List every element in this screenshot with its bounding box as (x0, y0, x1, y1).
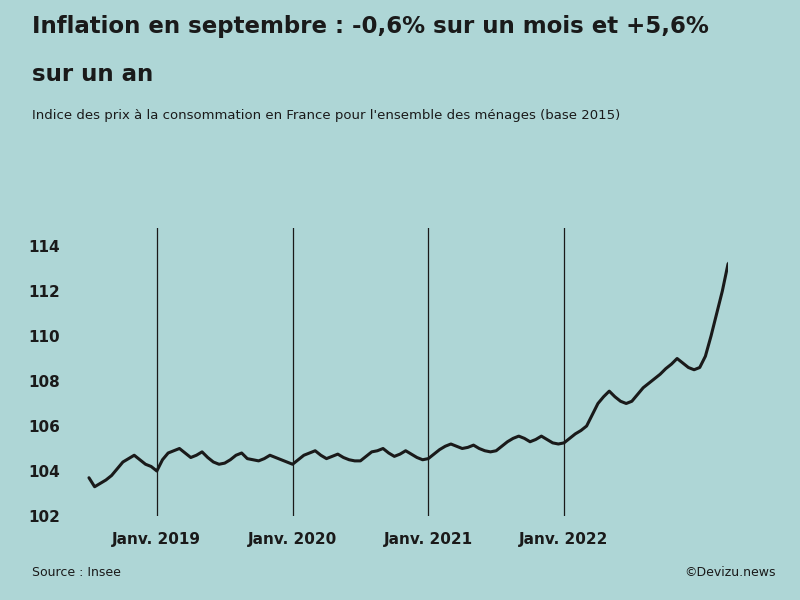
Text: Inflation en septembre : -0,6% sur un mois et +5,6%: Inflation en septembre : -0,6% sur un mo… (32, 15, 709, 38)
Text: ©Devizu.news: ©Devizu.news (685, 566, 776, 579)
Text: Source : Insee: Source : Insee (32, 566, 121, 579)
Text: 112,74: 112,74 (0, 599, 1, 600)
Text: sur un an: sur un an (32, 63, 154, 86)
Text: Indice des prix à la consommation en France pour l'ensemble des ménages (base 20: Indice des prix à la consommation en Fra… (32, 109, 620, 122)
